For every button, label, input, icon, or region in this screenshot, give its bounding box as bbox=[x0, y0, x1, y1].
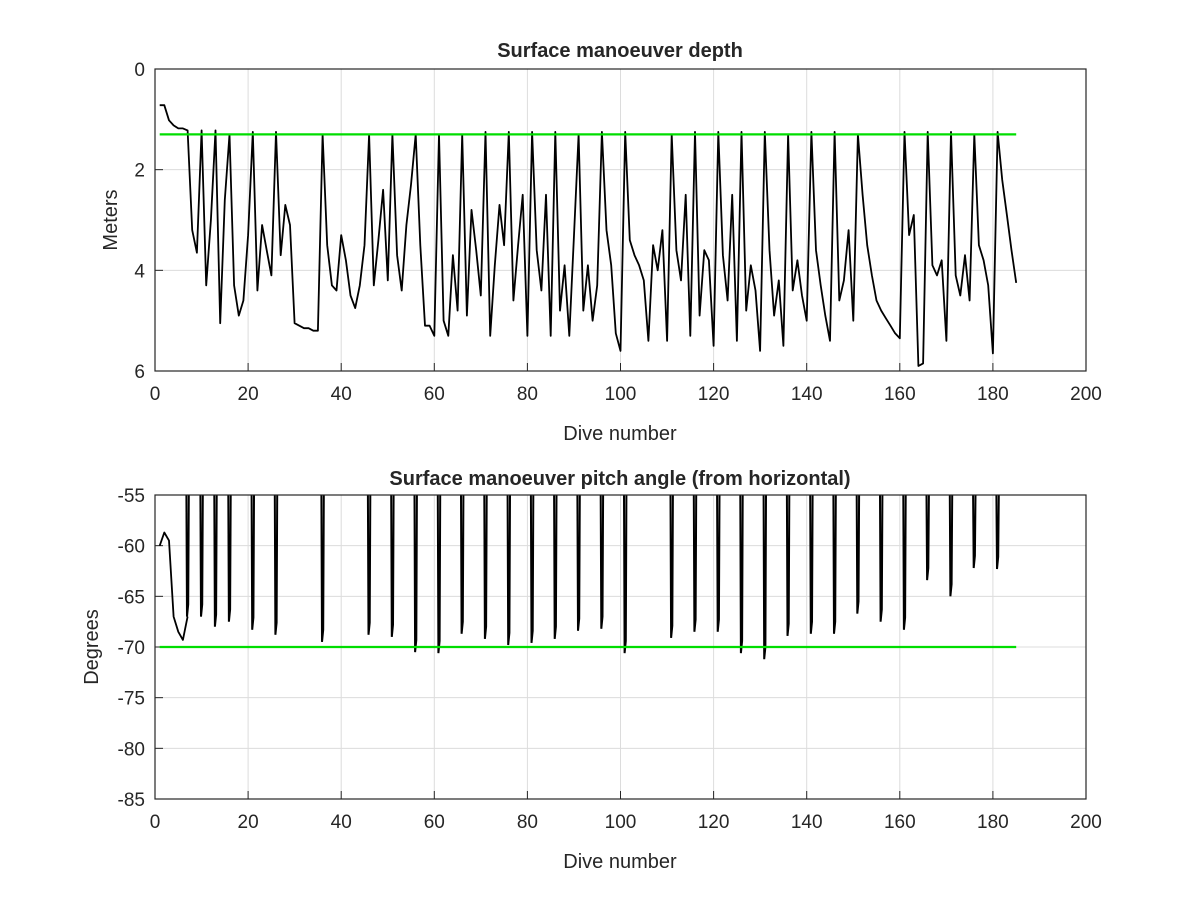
pitch-spike bbox=[576, 494, 581, 631]
pitch-y-tick-label: -55 bbox=[118, 486, 145, 507]
pitch-y-tick-label: -70 bbox=[118, 638, 145, 659]
depth-data-line bbox=[159, 104, 1018, 367]
depth-x-tick-label: 100 bbox=[605, 384, 637, 405]
depth-x-tick-label: 160 bbox=[884, 384, 916, 405]
pitch-spike bbox=[390, 494, 395, 637]
pitch-xlabel: Dive number bbox=[563, 851, 677, 873]
pitch-spike bbox=[832, 494, 837, 634]
pitch-x-tick-label: 100 bbox=[605, 812, 637, 833]
depth-y-tick-label: 4 bbox=[134, 261, 145, 282]
pitch-spike bbox=[902, 494, 907, 630]
pitch-spike bbox=[669, 494, 674, 638]
depth-y-tick-label: 2 bbox=[134, 161, 145, 182]
pitch-y-tick-label: -65 bbox=[118, 587, 145, 608]
depth-y-tick-label: 0 bbox=[134, 60, 145, 81]
pitch-x-tick-label: 200 bbox=[1070, 812, 1102, 833]
pitch-spike bbox=[692, 494, 698, 632]
depth-title: Surface manoeuver depth bbox=[497, 40, 743, 62]
pitch-spike bbox=[529, 494, 535, 643]
pitch-spike bbox=[972, 494, 977, 569]
pitch-x-tick-label: 120 bbox=[698, 812, 730, 833]
pitch-spike bbox=[995, 494, 1000, 570]
pitch-x-tick-label: 60 bbox=[424, 812, 445, 833]
pitch-y-tick-label: -85 bbox=[118, 790, 145, 811]
pitch-x-tick-label: 140 bbox=[791, 812, 823, 833]
pitch-spike bbox=[366, 494, 372, 635]
pitch-ylabel: Degrees bbox=[81, 609, 103, 685]
pitch-initial-segment bbox=[158, 531, 189, 641]
pitch-spike bbox=[762, 494, 767, 660]
depth-x-tick-label: 80 bbox=[517, 384, 538, 405]
pitch-spike bbox=[948, 494, 954, 597]
depth-x-tick-label: 120 bbox=[698, 384, 730, 405]
depth-x-tick-label: 60 bbox=[424, 384, 445, 405]
pitch-spike bbox=[553, 494, 558, 639]
depth-y-tick-label: 6 bbox=[134, 362, 145, 383]
pitch-x-ticks: 0 20 40 60 80 100 120 140 160 180 200 bbox=[150, 791, 1102, 833]
pitch-x-tick-label: 20 bbox=[238, 812, 259, 833]
pitch-y-tick-label: -80 bbox=[118, 739, 145, 760]
depth-x-tick-label: 180 bbox=[977, 384, 1009, 405]
pitch-spike bbox=[925, 494, 930, 581]
pitch-spike bbox=[879, 494, 884, 622]
pitch-spike bbox=[785, 494, 791, 636]
pitch-y-tick-label: -60 bbox=[118, 537, 145, 558]
pitch-spike bbox=[809, 494, 814, 634]
pitch-x-tick-label: 80 bbox=[517, 812, 538, 833]
pitch-spike bbox=[199, 494, 204, 617]
pitch-spike bbox=[599, 494, 605, 629]
pitch-spike bbox=[716, 494, 721, 632]
pitch-spike bbox=[250, 494, 255, 630]
depth-x-ticks: 0 20 40 60 80 100 120 140 160 180 200 bbox=[150, 363, 1102, 405]
pitch-spike bbox=[855, 494, 861, 614]
pitch-x-tick-label: 160 bbox=[884, 812, 916, 833]
depth-axes-frame bbox=[154, 68, 1087, 372]
depth-x-tick-label: 140 bbox=[791, 384, 823, 405]
pitch-spike bbox=[483, 494, 488, 639]
pitch-x-tick-label: 40 bbox=[331, 812, 352, 833]
pitch-spike bbox=[185, 494, 190, 617]
pitch-spike bbox=[506, 494, 511, 646]
depth-series bbox=[159, 104, 1018, 367]
pitch-x-tick-label: 0 bbox=[150, 812, 161, 833]
depth-x-tick-label: 0 bbox=[150, 384, 161, 405]
pitch-spike bbox=[460, 494, 465, 634]
pitch-subplot: Surface manoeuver pitch angle (from hori… bbox=[81, 468, 1102, 873]
depth-ylabel: Meters bbox=[100, 189, 122, 250]
pitch-x-tick-label: 180 bbox=[977, 812, 1009, 833]
pitch-series bbox=[158, 494, 1017, 660]
depth-x-tick-label: 20 bbox=[238, 384, 259, 405]
pitch-y-tick-label: -75 bbox=[118, 689, 145, 710]
pitch-spike bbox=[273, 494, 279, 635]
pitch-spike bbox=[213, 494, 218, 627]
pitch-axes-frame bbox=[154, 494, 1087, 800]
depth-x-tick-label: 40 bbox=[331, 384, 352, 405]
pitch-spike bbox=[227, 494, 232, 622]
pitch-y-ticks: -55 -60 -65 -70 -75 -80 -85 bbox=[118, 486, 163, 811]
depth-x-tick-label: 200 bbox=[1070, 384, 1102, 405]
depth-xlabel: Dive number bbox=[563, 423, 677, 445]
pitch-spike bbox=[320, 494, 325, 642]
depth-subplot: Surface manoeuver depth Dive number Mete… bbox=[100, 40, 1102, 445]
pitch-title: Surface manoeuver pitch angle (from hori… bbox=[389, 468, 850, 490]
